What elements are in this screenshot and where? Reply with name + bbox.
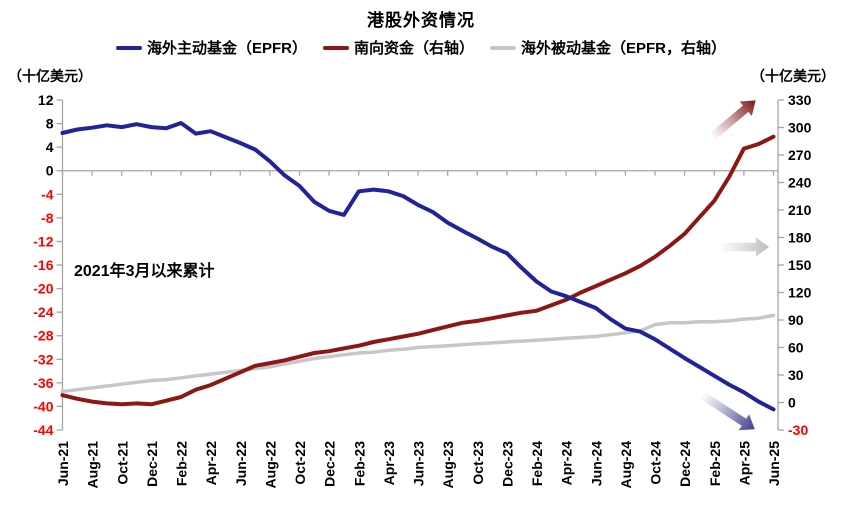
x-axis-tick-label: Apr-24 — [559, 441, 575, 486]
legend-label-overseas-active: 海外主动基金（EPFR） — [146, 40, 307, 57]
left-axis-tick-label: 0 — [46, 163, 54, 179]
left-axis-tick-label: -12 — [33, 233, 53, 249]
left-axis-tick-label: -40 — [33, 398, 53, 414]
legend-item-southbound: 南向资金（右轴） — [322, 37, 474, 58]
legend: 海外主动基金（EPFR） 南向资金（右轴） 海外被动基金（EPFR，右轴） — [0, 37, 842, 58]
left-axis-tick-label: -16 — [33, 257, 53, 273]
right-axis-tick-label: 0 — [788, 395, 796, 411]
left-axis-tick-label: -8 — [41, 210, 54, 226]
x-axis-tick-label: Dec-23 — [499, 441, 515, 487]
x-axis-tick-label: Apr-25 — [736, 441, 752, 486]
chart-title: 港股外资情况 — [367, 11, 475, 30]
x-axis-tick-label: Feb-24 — [529, 441, 545, 486]
legend-item-overseas-active: 海外主动基金（EPFR） — [115, 37, 307, 58]
legend-label-overseas-passive: 海外被动基金（EPFR，右轴） — [521, 40, 727, 57]
x-axis-tick-label: Jun-23 — [411, 441, 427, 486]
left-axis-tick-label: 8 — [46, 116, 54, 132]
chart-annotation: 2021年3月以来累计 — [74, 263, 215, 280]
x-axis-tick-label: Feb-23 — [351, 441, 367, 486]
x-axis-tick-label: Oct-23 — [470, 441, 486, 485]
x-axis-tick-label: Aug-22 — [262, 441, 278, 489]
southbound-capital-line — [60, 134, 776, 407]
x-axis-tick-label: Aug-21 — [85, 441, 101, 489]
legend-dash-red-icon — [322, 45, 349, 50]
left-axis-tick-label: -36 — [33, 375, 53, 391]
right-axis-tick-label: 60 — [788, 340, 804, 356]
right-axis-tick-label: 180 — [788, 230, 812, 246]
overseas-passive-funds-line — [60, 313, 776, 394]
x-axis-tick-label: Oct-21 — [114, 441, 130, 485]
left-axis-tick-label: -44 — [33, 422, 53, 438]
x-axis-tick-label: Jun-21 — [55, 441, 71, 486]
left-axis-tick-label: -24 — [33, 304, 53, 320]
right-axis-unit-label: （十亿美元） — [751, 68, 835, 84]
left-axis-tick-label: -28 — [33, 328, 53, 344]
left-axis-tick-label: 4 — [46, 139, 54, 155]
x-axis-tick-label: Feb-22 — [174, 441, 190, 486]
southbound-up-arrow-icon — [709, 100, 756, 141]
x-axis-tick-label: Dec-21 — [144, 441, 160, 487]
right-axis-tick-label: -30 — [788, 422, 808, 438]
right-axis-tick-label: 270 — [788, 147, 812, 163]
right-axis-tick-label: 210 — [788, 202, 812, 218]
x-axis-tick-label: Apr-23 — [381, 441, 397, 486]
left-axis-tick-label: -4 — [41, 186, 54, 202]
x-axis-tick-label: Jun-24 — [588, 441, 604, 486]
x-axis-tick-label: Oct-24 — [648, 441, 664, 485]
x-axis-tick-label: Aug-23 — [440, 441, 456, 489]
overseas-active-funds-line — [60, 121, 776, 412]
left-axis-tick-label: -20 — [33, 281, 53, 297]
x-axis-tick-label: Feb-25 — [707, 441, 723, 486]
right-axis-tick-label: 300 — [788, 120, 812, 136]
right-axis-tick-label: 150 — [788, 257, 812, 273]
x-axis-tick-label: Oct-22 — [292, 441, 308, 485]
left-axis-unit-label: （十亿美元） — [8, 68, 92, 84]
right-axis-tick-label: 30 — [788, 367, 804, 383]
legend-label-southbound: 南向资金（右轴） — [353, 40, 474, 57]
passive-right-arrow-icon — [718, 237, 769, 257]
legend-item-overseas-passive: 海外被动基金（EPFR，右轴） — [490, 37, 726, 58]
x-axis-tick-label: Jun-22 — [233, 441, 249, 486]
x-axis-tick-label: Jun-25 — [766, 441, 782, 486]
x-axis-tick-label: Apr-22 — [203, 441, 219, 486]
left-axis-tick-label: -32 — [33, 351, 53, 367]
x-axis-tick-label: Dec-22 — [322, 441, 338, 487]
active-down-arrow-icon — [699, 391, 755, 431]
right-axis-tick-label: 120 — [788, 285, 812, 301]
legend-dash-gray-icon — [490, 45, 516, 50]
legend-dash-blue-icon — [115, 45, 142, 50]
right-axis-tick-label: 240 — [788, 175, 812, 191]
x-axis-tick-label: Dec-24 — [677, 441, 693, 487]
right-axis-tick-label: 330 — [788, 92, 812, 108]
right-axis-tick-label: 90 — [788, 312, 804, 328]
left-axis-tick-label: 12 — [38, 92, 54, 108]
x-axis-tick-label: Aug-24 — [618, 441, 634, 489]
